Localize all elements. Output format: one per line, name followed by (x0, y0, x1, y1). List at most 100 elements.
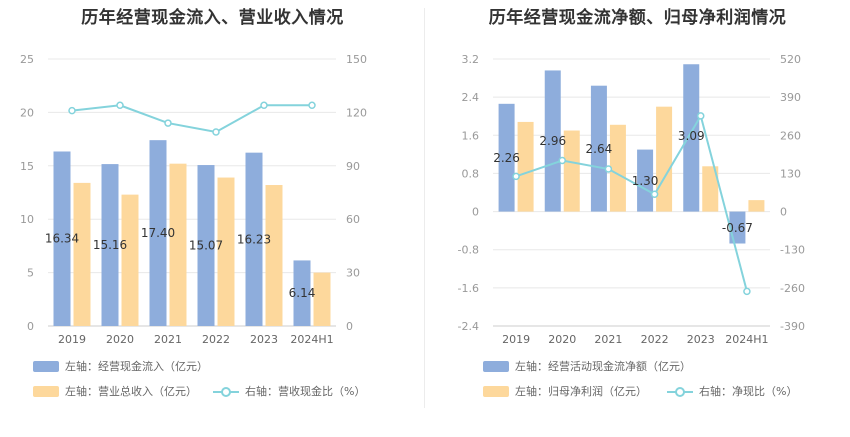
bar-blue (101, 164, 119, 326)
bar-data-label: 15.07 (189, 239, 223, 253)
legend-line-marker (213, 386, 239, 397)
y-left-tick-label: 0.8 (462, 167, 480, 180)
ratio-point (68, 106, 76, 115)
bar-orange (609, 124, 626, 212)
bar-data-label: 1.30 (632, 174, 659, 188)
bar-orange (563, 130, 580, 212)
bar-data-label: 16.23 (237, 232, 271, 246)
bar-orange (313, 272, 331, 326)
ratio-point (512, 172, 520, 181)
legend-swatch-orange (483, 385, 509, 397)
ratio-point (260, 101, 268, 110)
y-right-tick-label: -260 (780, 282, 805, 295)
y-right-tick-label: -390 (780, 320, 805, 333)
bar-orange (73, 182, 91, 326)
y-left-tick-label: 10 (20, 213, 34, 226)
ratio-point (558, 156, 566, 165)
x-tick-label: 2022 (202, 333, 230, 346)
ratio-line (515, 113, 748, 292)
bar-orange (217, 177, 235, 326)
x-tick-label: 2023 (687, 333, 715, 346)
bar-data-label: 2.64 (586, 142, 613, 156)
legend-item-cash-inflow[interactable]: 左轴：经营现金流入（亿元） (33, 358, 208, 374)
net-cash-profit-panel: 历年经营现金流净额、归母净利润情况 -2.4 -1.6 -0.8 0 0.8 1.6 2.4… (425, 0, 850, 437)
bar-blue (293, 260, 311, 326)
y-left-tick-label: -0.8 (458, 244, 479, 257)
y-right-tick-label: 60 (346, 213, 360, 226)
y-left-tick-label: 1.6 (462, 129, 480, 142)
legend-item-operating-net-cash[interactable]: 左轴：经营活动现金流净额（亿元） (483, 358, 691, 374)
legend-item-revenue[interactable]: 左轴：营业总收入（亿元） (33, 383, 197, 399)
legend-label: 左轴：营业总收入（亿元） (65, 385, 197, 398)
x-tick-label: 2023 (250, 333, 278, 346)
bar-orange (169, 163, 187, 326)
ratio-point (212, 128, 220, 136)
legend-label: 右轴：净现比（%） (699, 385, 798, 398)
bar-data-label: 16.34 (45, 232, 79, 246)
legend-swatch-blue (33, 360, 59, 372)
bar-orange (702, 166, 719, 212)
x-tick-label: 2020 (106, 333, 134, 346)
chart-title: 历年经营现金流净额、归母净利润情况 (488, 8, 787, 28)
y-right-tick-label: 120 (346, 106, 367, 119)
legend-item-net-cash-ratio[interactable]: 右轴：净现比（%） (667, 383, 797, 399)
y-left-tick-label: 3.2 (462, 53, 480, 66)
legend-item-net-profit[interactable]: 左轴：归母净利润（亿元） (483, 383, 647, 399)
y-right-tick-label: -130 (780, 244, 805, 257)
y-right-tick-label: 390 (780, 91, 801, 104)
y-right-tick-label: 0 (780, 206, 787, 219)
y-left-tick-label: -2.4 (458, 320, 479, 333)
ratio-line (71, 104, 312, 134)
bar-data-label: -0.67 (722, 221, 753, 235)
bar-data-label: 2.96 (539, 134, 566, 148)
x-tick-label: 2022 (641, 333, 669, 346)
bar-blue (53, 151, 71, 326)
cash-inflow-revenue-panel: 历年经营现金流入、营业收入情况 0 5 10 15 20 25 0 30 60 90 120 150 2… (20, 8, 367, 399)
x-tick-label: 2019 (502, 333, 530, 346)
bar-blue (245, 152, 263, 326)
legend-label: 左轴：经营活动现金流净额（亿元） (515, 360, 691, 373)
bar-blue (683, 64, 700, 212)
x-tick-label: 2020 (548, 333, 576, 346)
legend-swatch-blue (483, 360, 509, 372)
y-left-tick-label: 20 (20, 106, 34, 119)
legend-label: 左轴：归母净利润（亿元） (515, 385, 647, 398)
y-right-tick-label: 260 (780, 129, 801, 142)
y-left-tick-label: 0 (27, 320, 34, 333)
y-left-tick-label: 5 (27, 267, 34, 280)
x-tick-label: 2024H1 (290, 333, 333, 346)
x-tick-label: 2021 (154, 333, 182, 346)
bar-data-label: 3.09 (678, 129, 705, 143)
bar-data-label: 2.26 (493, 151, 520, 165)
x-tick-label: 2024H1 (725, 333, 768, 346)
y-right-tick-label: 150 (346, 53, 367, 66)
y-left-tick-label: -1.6 (458, 282, 479, 295)
x-tick-label: 2021 (594, 333, 622, 346)
cash-inflow-revenue-chart: 0 5 10 15 20 25 0 30 60 90 120 150 2019 2020 2021 2022 2… (20, 53, 367, 346)
legend-item-revenue-cash-ratio[interactable]: 右轴：营收现金比（%） (213, 383, 365, 399)
bar-blue (149, 140, 167, 326)
y-right-tick-label: 30 (346, 267, 360, 280)
legend-swatch-orange (33, 385, 59, 397)
ratio-point (650, 190, 659, 199)
y-left-tick-label: 25 (20, 53, 34, 66)
legend-label: 左轴：经营现金流入（亿元） (65, 360, 208, 373)
bar-orange (121, 194, 139, 326)
ratio-point (697, 112, 705, 120)
legend-line-marker (667, 386, 693, 397)
y-left-tick-label: 2.4 (462, 91, 480, 104)
bar-orange (265, 185, 283, 326)
net-cash-profit-chart: -2.4 -1.6 -0.8 0 0.8 1.6 2.4 3.2 -390 -260 -130 0 13… (458, 53, 805, 346)
x-tick-label: 2019 (58, 333, 86, 346)
bar-orange (748, 200, 765, 212)
panel-divider (424, 8, 425, 408)
legend-label: 右轴：营收现金比（%） (245, 385, 366, 398)
ratio-point (308, 101, 316, 110)
bar-orange (517, 121, 534, 212)
bar-blue (590, 85, 607, 212)
y-right-tick-label: 520 (780, 53, 801, 66)
ratio-point (604, 165, 613, 173)
y-left-tick-label: 15 (20, 160, 34, 173)
bar-blue (729, 211, 746, 244)
